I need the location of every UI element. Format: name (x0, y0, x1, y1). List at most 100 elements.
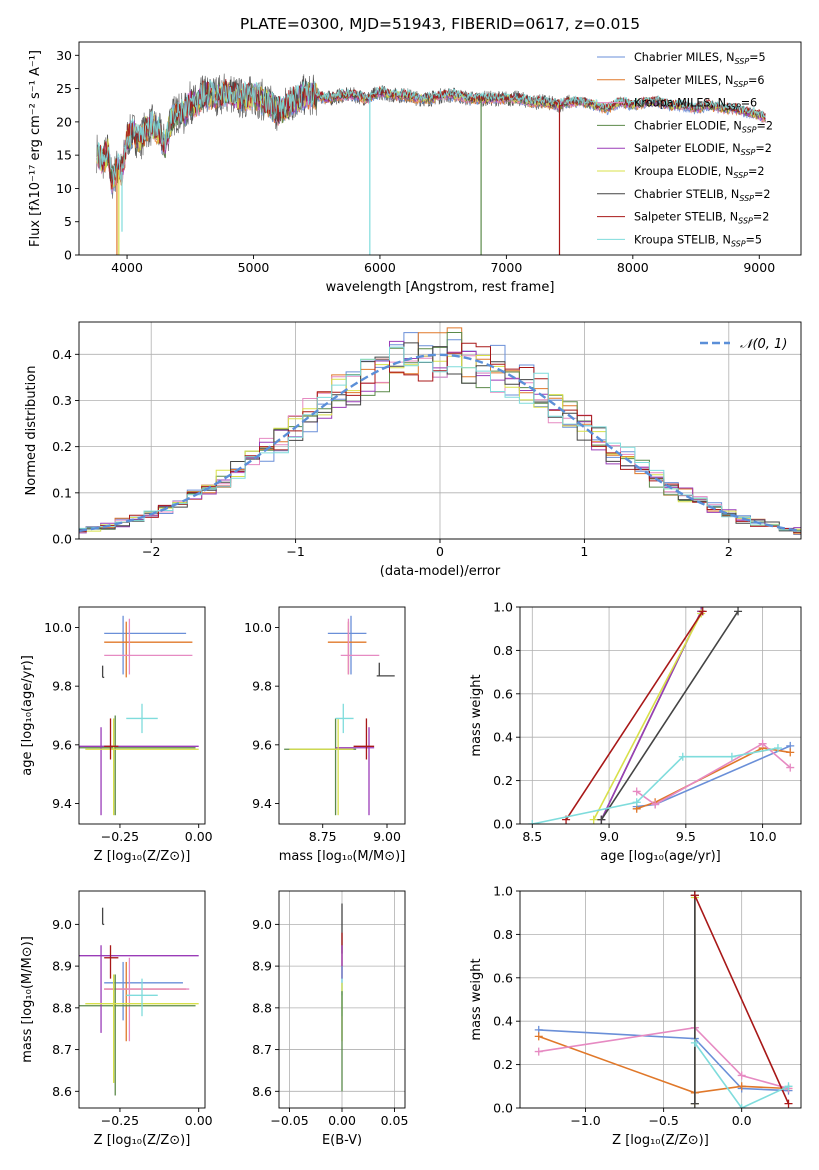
weight-marker (786, 748, 795, 757)
x-tick-label: 0.05 (381, 1113, 409, 1128)
axes-frame: −2 −1 0 1 2 0.0 0.1 0.2 0.3 0.4 (data-model)/error… (24, 321, 802, 579)
x-tick-label: 8.75 (309, 829, 337, 844)
error-point (79, 945, 199, 1033)
y-tick-label: 0.4 (493, 730, 513, 745)
y-axis-label: mass weight (469, 958, 484, 1040)
error-point (335, 727, 375, 816)
error-point (376, 662, 395, 677)
axes-border (78, 41, 802, 256)
axes-frame: 4000 5000 6000 7000 8000 9000 0 5 10 15 20 25 30 wave… (28, 41, 802, 295)
y-tick-label: 10.0 (244, 620, 272, 635)
weight-line (538, 1026, 789, 1090)
y-tick-label: 9.0 (252, 917, 272, 932)
weight-marker (534, 1032, 543, 1041)
x-tick-label: 7000 (490, 260, 522, 275)
weight-line (636, 747, 791, 810)
legend-label: Chabrier STELIB, NSSP=2 (634, 188, 771, 203)
x-tick-label: 8000 (617, 260, 649, 275)
x-tick-label: −1.0 (570, 1113, 600, 1128)
residual-histogram (79, 340, 801, 534)
error-point (104, 618, 193, 675)
weight-marker (597, 815, 606, 824)
x-tick-label: 10.0 (749, 829, 777, 844)
plot-area (284, 615, 395, 816)
error-point (85, 718, 199, 816)
plot-area (79, 615, 199, 816)
error-point (126, 978, 158, 1017)
legend-label: Kroupa STELIB, NSSP=5 (634, 233, 762, 248)
panel-age-vs-Z: −0.25 0.00 9.4 9.6 9.8 10.0 Z [log₁₀(Z/Z⊙)] age… (20, 606, 213, 864)
y-tick-label: 0.8 (493, 643, 513, 658)
weight-marker (784, 1099, 793, 1108)
weight-marker (727, 752, 736, 761)
plot-area (534, 891, 793, 1108)
legend-label: Salpeter STELIB, NSSP=2 (634, 211, 769, 226)
x-axis-label: (data-model)/error (380, 564, 501, 579)
y-tick-label: 8.8 (252, 1000, 272, 1015)
weight-marker (690, 891, 699, 900)
y-axis-label: Flux [fλ10⁻¹⁷ erg cm⁻² s⁻¹ A⁻¹] (28, 50, 43, 247)
error-point (289, 718, 354, 816)
error-point (104, 957, 190, 1042)
y-tick-label: 0.6 (493, 686, 513, 701)
error-point (79, 715, 196, 816)
x-tick-label: −2 (142, 544, 160, 559)
y-tick-label: 0.6 (493, 970, 513, 985)
weight-line (592, 613, 702, 821)
error-point (104, 621, 193, 678)
y-tick-label: 0.2 (52, 439, 72, 454)
x-tick-label: 9.00 (373, 829, 401, 844)
y-tick-label: 8.7 (52, 1042, 72, 1057)
weight-marker (528, 820, 537, 824)
error-point (101, 907, 105, 926)
error-point (327, 615, 367, 675)
y-tick-label: 10.0 (44, 620, 72, 635)
y-axis-label: Normed distribution (24, 366, 39, 496)
x-tick-label: −0.25 (101, 829, 139, 844)
x-axis-label: mass [log₁₀(M/M⊙)] (279, 849, 406, 864)
axes-frame: −0.25 0.00 9.4 9.6 9.8 10.0 Z [log₁₀(Z/Z⊙)] age… (20, 606, 213, 864)
y-axis-label: age [log₁₀(age/yr)] (20, 655, 35, 776)
legend-label: Salpeter MILES, NSSP=6 (634, 74, 765, 89)
x-tick-label: 4000 (111, 260, 143, 275)
weight-marker (784, 1082, 793, 1091)
axes-frame: −0.25 0.00 8.6 8.7 8.8 8.9 9.0 Z [log₁₀(Z/Z⊙)] m… (20, 890, 213, 1148)
plot-area (79, 907, 199, 1096)
x-tick-label: 6000 (364, 260, 396, 275)
y-tick-label: 0.2 (493, 773, 513, 788)
x-axis-label: Z [log₁₀(Z/Z⊙)] (94, 849, 191, 864)
x-tick-label: 9.0 (599, 829, 619, 844)
x-tick-label: 0 (436, 544, 444, 559)
legend-label: Kroupa ELODIE, NSSP=2 (634, 165, 765, 180)
error-point (79, 974, 196, 1096)
x-axis-label: Z [log₁₀(Z/Z⊙)] (94, 1133, 191, 1148)
weight-line (636, 742, 791, 806)
spectrum-model-line (97, 79, 766, 186)
weight-marker (737, 1071, 746, 1080)
gaussian-curve (79, 353, 801, 533)
axes-frame: 8.75 9.00 9.4 9.6 9.8 10.0 mass [log₁₀(M/M⊙)] (244, 606, 406, 864)
error-point (335, 703, 354, 734)
y-tick-label: 9.8 (252, 679, 272, 694)
weight-marker (589, 815, 598, 824)
error-point (353, 718, 375, 760)
y-tick-label: 8.7 (252, 1042, 272, 1057)
x-axis-label: wavelength [Angstrom, rest frame] (326, 280, 555, 295)
panel-weight-vs-Z: −1.0 −0.5 0.0 0.0 0.2 0.4 0.6 0.8 1.0 Z [log₁₀(Z/… (469, 884, 802, 1148)
y-tick-label: 9.0 (52, 917, 72, 932)
x-tick-label: 9000 (743, 260, 775, 275)
x-tick-label: 0.00 (185, 829, 213, 844)
x-tick-label: −1 (286, 544, 304, 559)
figure-title: PLATE=0300, MJD=51943, FIBERID=0617, z=0… (240, 15, 640, 33)
weight-line (538, 1035, 789, 1094)
y-tick-label: 0.0 (493, 1101, 513, 1116)
x-axis-label: E(B-V) (322, 1133, 362, 1148)
axes-frame: 8.5 9.0 9.5 10.0 0.0 0.2 0.4 0.6 0.8 1.0 age [log₁… (469, 600, 802, 864)
panel-mass-vs-EBV: −0.05 0.00 0.05 8.6 8.7 8.8 8.9 9.0 E(B-V) (252, 890, 409, 1148)
plot-area (79, 327, 801, 535)
y-tick-label: 0.1 (52, 485, 72, 500)
y-tick-label: 1.0 (493, 600, 513, 615)
weight-marker (678, 752, 687, 761)
error-point (126, 703, 158, 734)
axes-frame: −1.0 −0.5 0.0 0.0 0.2 0.4 0.6 0.8 1.0 Z [log₁₀(Z/… (469, 884, 802, 1148)
